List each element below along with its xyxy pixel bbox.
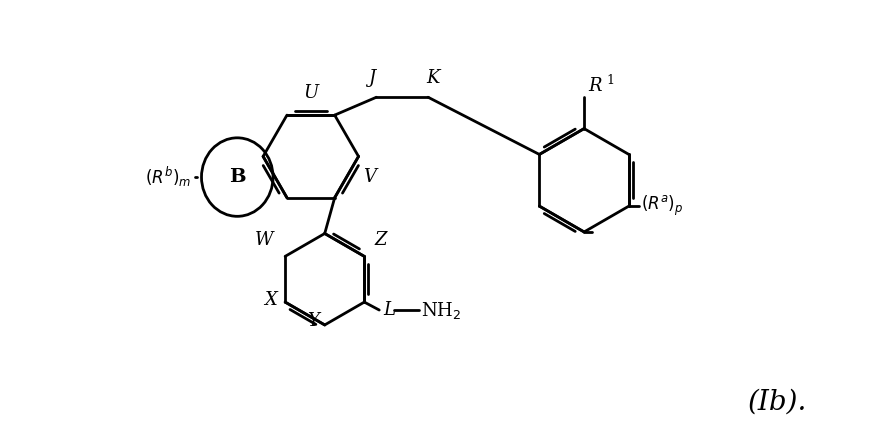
Text: K: K: [426, 69, 440, 87]
Text: V: V: [364, 168, 376, 186]
Text: 1: 1: [606, 74, 614, 87]
Text: $(R^b)_m$: $(R^b)_m$: [145, 165, 192, 189]
Text: X: X: [264, 291, 277, 309]
Text: J: J: [368, 69, 375, 87]
Text: Z: Z: [374, 231, 387, 249]
Text: NH$_2$: NH$_2$: [421, 300, 461, 320]
Text: R: R: [588, 77, 601, 95]
Text: (Ib).: (Ib).: [748, 388, 808, 415]
Text: B: B: [229, 168, 245, 186]
Text: L: L: [383, 301, 396, 319]
Text: $(R^a)_p$: $(R^a)_p$: [641, 194, 683, 218]
Text: U: U: [303, 84, 319, 102]
Text: W: W: [254, 231, 273, 249]
Text: Y: Y: [307, 312, 319, 330]
